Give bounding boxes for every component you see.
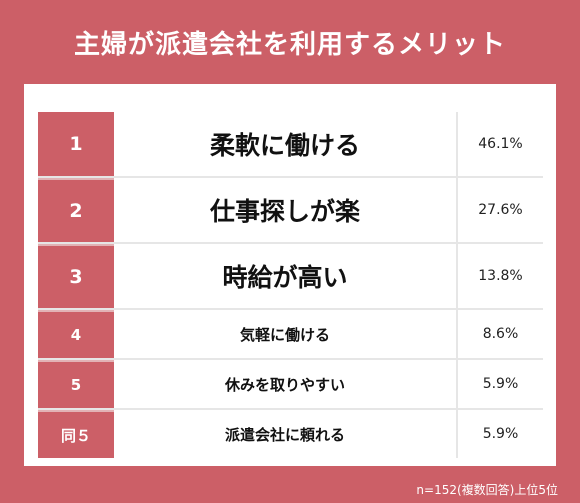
table-row: 4 気軽に働ける 8.6% <box>38 308 543 358</box>
table-row: 同５ 派遣会社に頼れる 5.9% <box>38 408 543 458</box>
percent-cell: 27.6% <box>478 202 523 218</box>
percent-cell: 8.6% <box>482 326 519 342</box>
table-row: 3 時給が高い 13.8% <box>38 242 543 308</box>
label-cell: 気軽に働ける <box>114 310 458 358</box>
sample-note: n=152(複数回答)上位5位 <box>416 483 558 497</box>
rank-cell: 1 <box>38 112 114 176</box>
rank-cell: 5 <box>38 360 114 408</box>
percent-cell: 5.9% <box>482 426 519 442</box>
table-row: 2 仕事探しが楽 27.6% <box>38 176 543 242</box>
chart-title: 主婦が派遣会社を利用するメリット <box>73 30 506 60</box>
percent-cell: 13.8% <box>478 268 523 284</box>
rank-cell: 2 <box>38 178 114 242</box>
rank-cell: 4 <box>38 310 114 358</box>
table-row: 5 休みを取りやすい 5.9% <box>38 358 543 408</box>
table-row: 1 柔軟に働ける 46.1% <box>38 112 543 176</box>
label-cell: 時給が高い <box>114 244 458 308</box>
label-cell: 柔軟に働ける <box>114 112 458 176</box>
label-cell: 派遣会社に頼れる <box>114 410 458 458</box>
percent-cell: 5.9% <box>482 376 519 392</box>
rank-cell: 同５ <box>38 410 114 458</box>
label-cell: 仕事探しが楽 <box>114 178 458 242</box>
rank-cell: 3 <box>38 244 114 308</box>
ranking-table: 1 柔軟に働ける 46.1% 2 仕事探しが楽 27.6% 3 時給が高い 13… <box>38 112 543 458</box>
percent-cell: 46.1% <box>478 136 523 152</box>
label-cell: 休みを取りやすい <box>114 360 458 408</box>
